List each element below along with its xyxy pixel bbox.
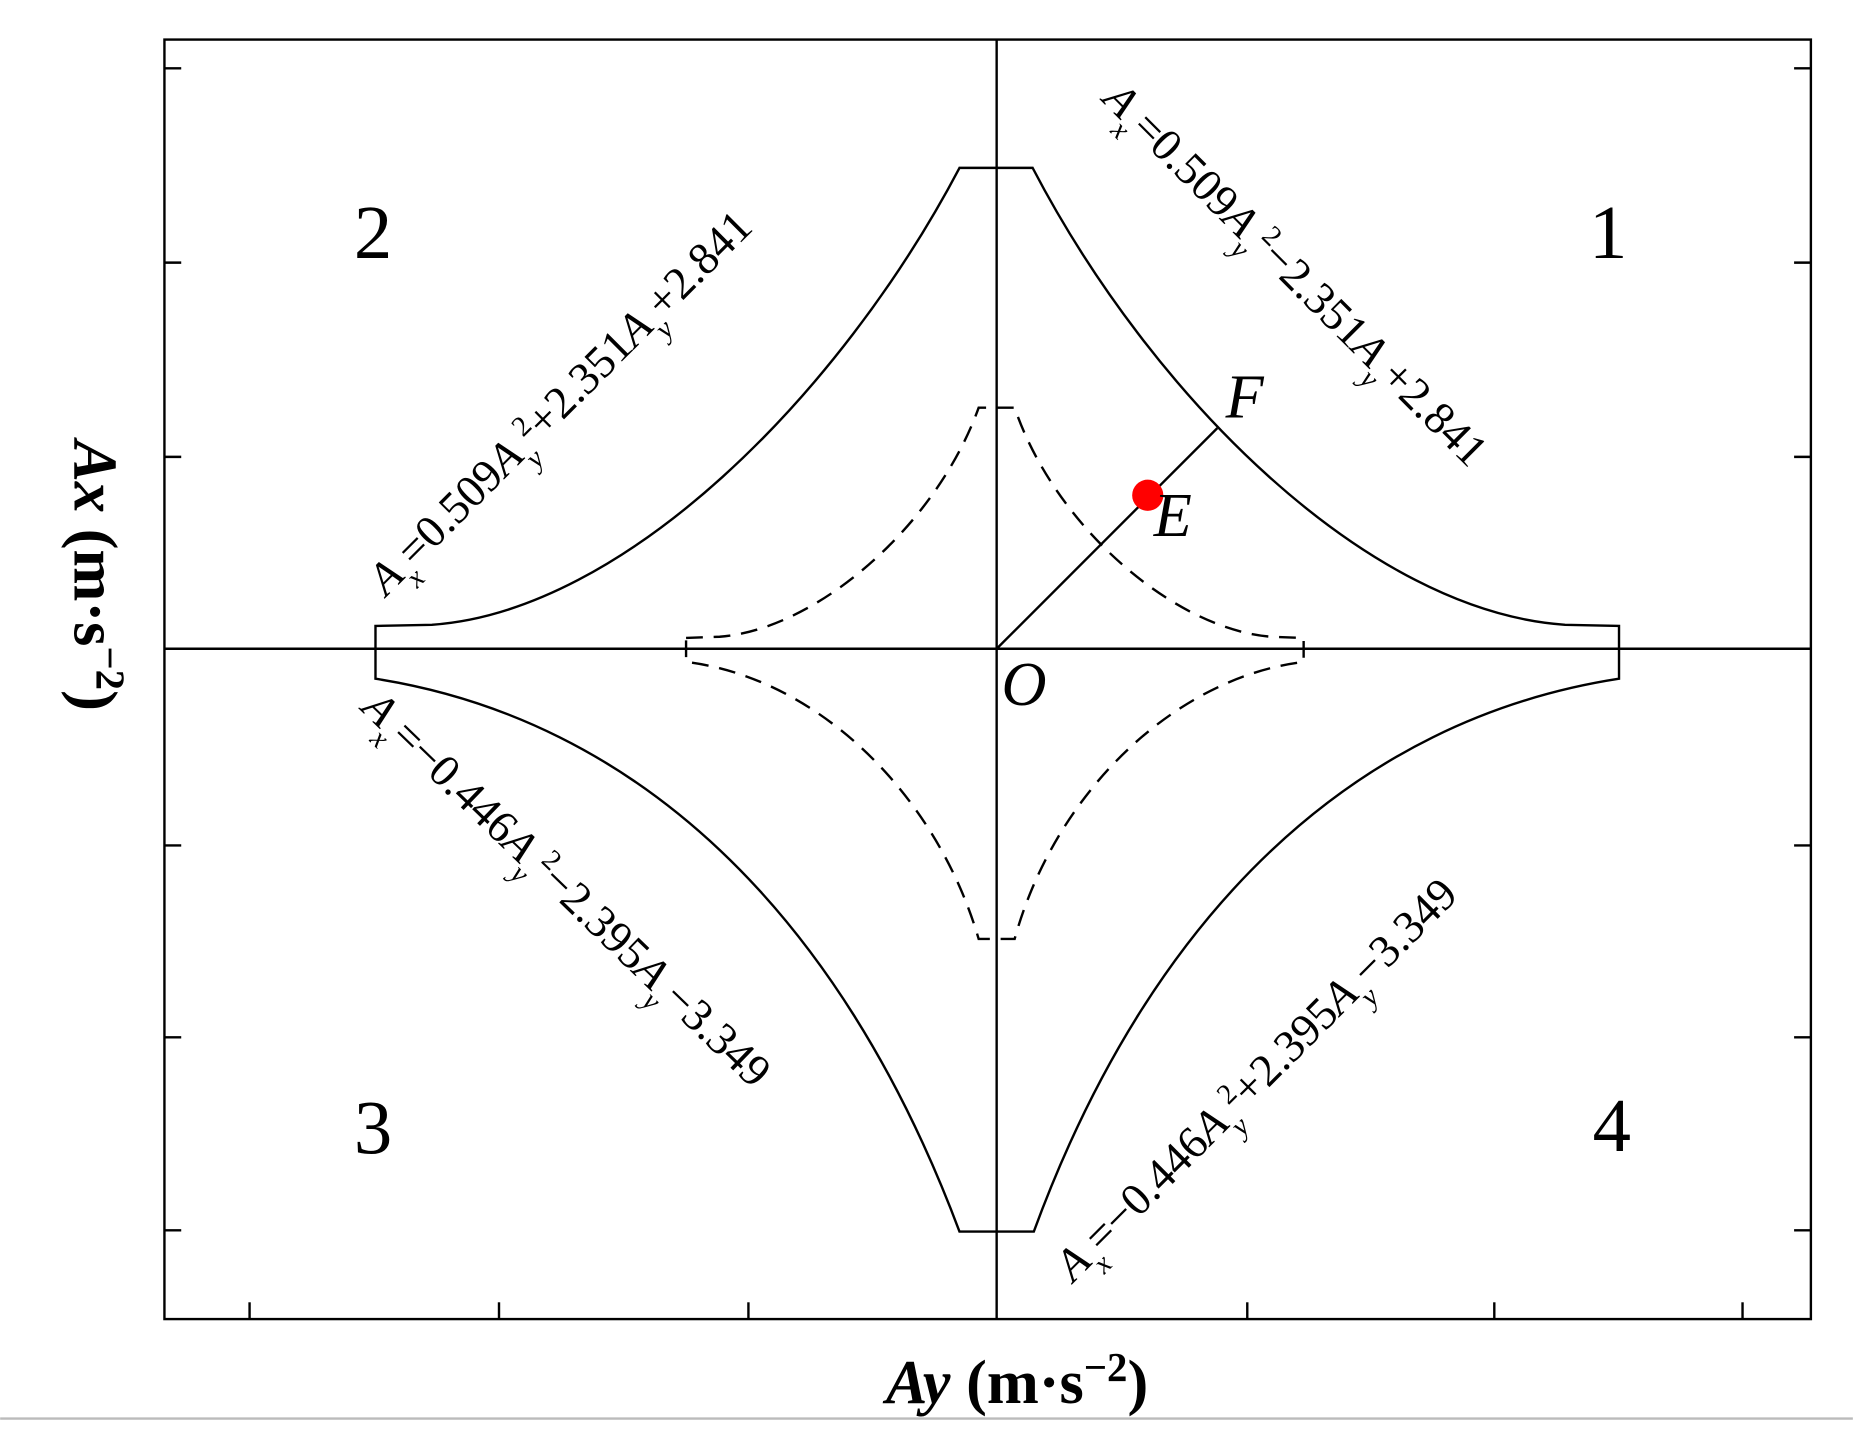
y-title-part: −2	[88, 646, 133, 690]
inner-boundary	[684, 406, 1305, 941]
y-title-part: )	[60, 690, 129, 711]
x-axis-title: Ay (m·s−2)	[882, 1345, 1148, 1418]
plot-frame	[163, 38, 1813, 1321]
equation: Ax=−0.446Ay2+2.395Ay−3.349	[1042, 868, 1476, 1302]
point-label: O	[1001, 650, 1046, 719]
point-label: E	[1153, 481, 1192, 550]
region-label: 3	[354, 1086, 392, 1171]
point-e	[1132, 479, 1164, 511]
equation: Ax=0.509Ay2+2.351Ay+2.841	[355, 200, 771, 616]
equation-part: =0.509	[1123, 100, 1250, 227]
equation-part: −2.351	[1252, 230, 1379, 357]
x-title-part: (m·s	[950, 1348, 1083, 1417]
ticks	[164, 67, 1811, 1320]
equation-part: −2.395	[532, 854, 660, 980]
equation: Ax=0.509Ay2−2.351Ay+2.841	[1083, 70, 1499, 486]
region-label: 2	[354, 190, 392, 275]
point-label: F	[1225, 362, 1265, 431]
region-label: 1	[1589, 190, 1627, 275]
outer-boundary	[374, 166, 1621, 1233]
x-title-part: )	[1127, 1348, 1148, 1417]
equation-part: −3.349	[654, 971, 782, 1097]
y-title-part: Ax	[60, 436, 129, 513]
y-title-part: (m·s	[60, 513, 129, 646]
line-of	[995, 427, 1219, 650]
equation-part: =−0.446	[382, 709, 528, 853]
equation-part: +2.351	[516, 319, 643, 446]
x-title-part: −2	[1084, 1345, 1128, 1390]
y-axis-title: Ax (m·s−2)	[60, 436, 133, 711]
equation-part: −3.349	[1340, 868, 1467, 995]
x-title-part: Ay	[882, 1348, 951, 1417]
equation-part: =−0.446	[1073, 1117, 1218, 1262]
region-label: 4	[1593, 1083, 1631, 1168]
equation-part: +2.841	[1371, 349, 1498, 476]
equation: Ax=−0.446Ay2−2.395Ay−3.349	[342, 678, 782, 1106]
equation-part: +2.395	[1221, 987, 1348, 1114]
equation-part: =0.509	[386, 449, 513, 576]
equation-part: +2.841	[635, 200, 762, 327]
